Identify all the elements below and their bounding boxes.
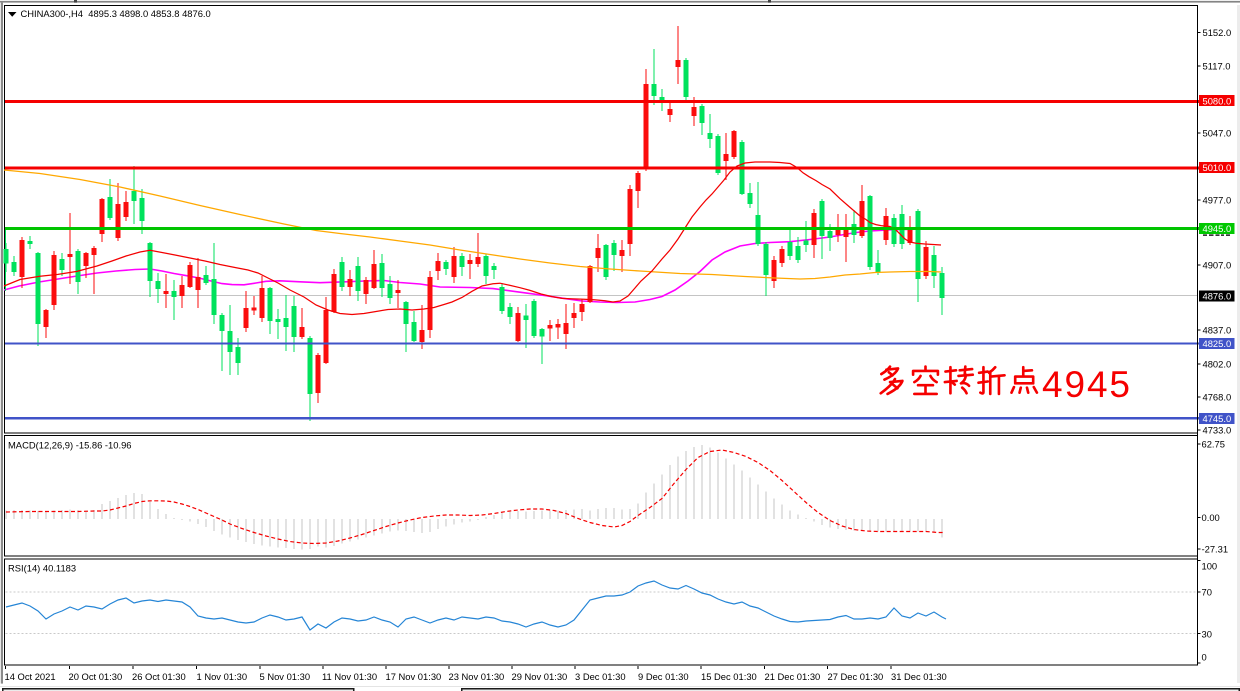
svg-text:20 Oct 01:30: 20 Oct 01:30 [69,671,123,682]
svg-text:26 Oct 01:30: 26 Oct 01:30 [132,671,186,682]
svg-text:0: 0 [1202,652,1207,663]
svg-text:4825.0: 4825.0 [1203,338,1232,349]
svg-text:5 Nov 01:30: 5 Nov 01:30 [260,671,311,682]
svg-text:17 Nov 01:30: 17 Nov 01:30 [386,671,442,682]
svg-text:5047.0: 5047.0 [1203,128,1232,139]
svg-text:11 Nov 01:30: 11 Nov 01:30 [322,671,377,682]
svg-text:4977.0: 4977.0 [1203,195,1232,206]
svg-text:1 Nov 01:30: 1 Nov 01:30 [197,671,248,682]
svg-text:4945.0: 4945.0 [1203,223,1232,234]
svg-text:70: 70 [1202,587,1212,598]
svg-text:4837.0: 4837.0 [1203,325,1232,336]
svg-text:4733.0: 4733.0 [1203,425,1232,436]
svg-text:5152.0: 5152.0 [1203,27,1232,38]
svg-text:4802.0: 4802.0 [1203,359,1232,370]
svg-text:4768.0: 4768.0 [1203,392,1232,403]
svg-text:5117.0: 5117.0 [1203,61,1231,72]
svg-text:30: 30 [1202,629,1212,640]
svg-text:RSI(14) 40.1183: RSI(14) 40.1183 [8,563,76,574]
svg-text:4945: 4945 [1042,364,1130,405]
svg-text:62.75: 62.75 [1202,439,1225,450]
svg-text:5080.0: 5080.0 [1203,95,1232,106]
svg-text:31 Dec 01:30: 31 Dec 01:30 [891,671,947,682]
svg-text:MACD(12,26,9) -15.86 -10.96: MACD(12,26,9) -15.86 -10.96 [8,440,132,451]
svg-text:-27.31: -27.31 [1202,544,1229,555]
svg-text:4907.0: 4907.0 [1203,260,1232,271]
svg-text:27 Dec 01:30: 27 Dec 01:30 [828,671,884,682]
svg-text:5010.0: 5010.0 [1203,162,1232,173]
svg-text:23 Nov 01:30: 23 Nov 01:30 [449,671,505,682]
svg-text:0.00: 0.00 [1202,512,1220,523]
svg-text:15 Dec 01:30: 15 Dec 01:30 [701,671,757,682]
svg-text:CHINA300-,H4 4895.3 4898.0 48: CHINA300-,H4 4895.3 4898.0 4853.8 4876.0 [21,8,211,19]
svg-text:29 Nov 01:30: 29 Nov 01:30 [512,671,568,682]
svg-text:21 Dec 01:30: 21 Dec 01:30 [765,671,821,682]
svg-text:4745.0: 4745.0 [1203,413,1232,424]
svg-text:14 Oct 2021: 14 Oct 2021 [5,671,56,682]
svg-text:4876.0: 4876.0 [1203,291,1232,302]
svg-text:3 Dec 01:30: 3 Dec 01:30 [575,671,626,682]
svg-text:9 Dec 01:30: 9 Dec 01:30 [638,671,689,682]
svg-text:100: 100 [1202,561,1218,572]
